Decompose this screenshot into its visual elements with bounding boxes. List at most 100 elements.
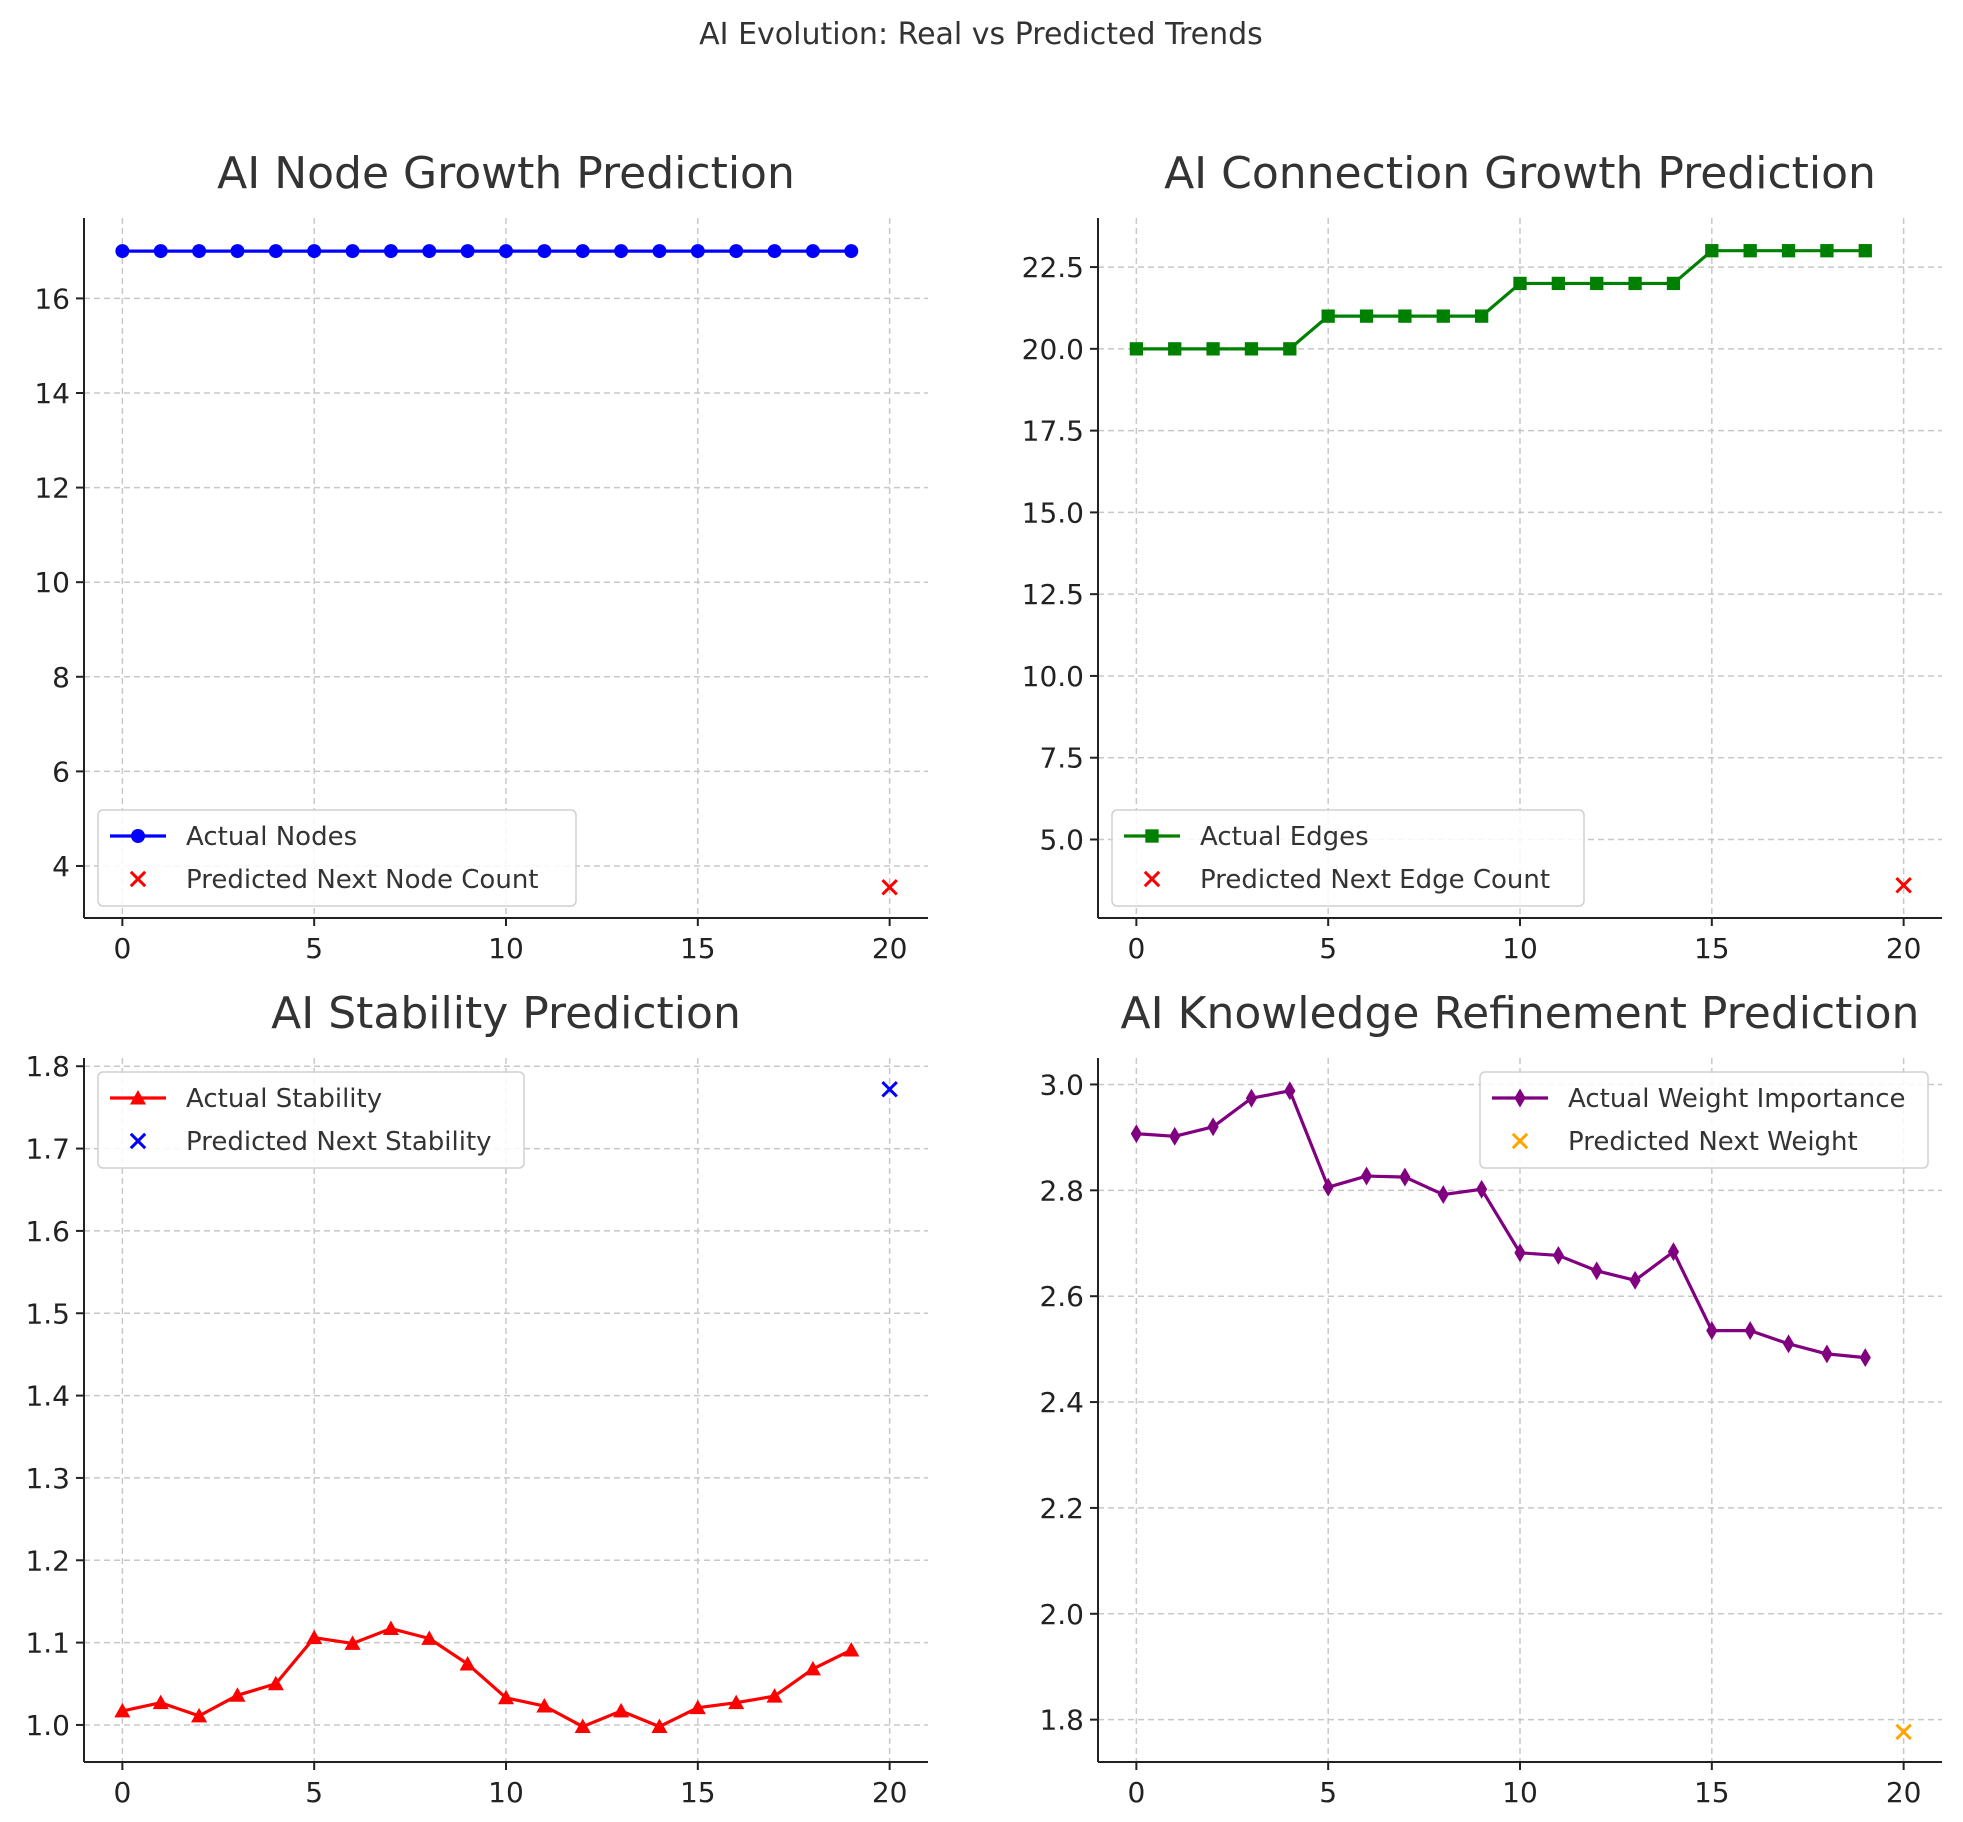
- data-point: [1283, 342, 1297, 356]
- x-tick-label: 5: [305, 1776, 323, 1809]
- series-scatter-1: [1895, 1723, 1912, 1741]
- x-tick-label: 0: [113, 932, 131, 965]
- data-point: [1706, 1321, 1718, 1341]
- marker-stroke: [129, 1132, 147, 1150]
- data-point: [1399, 1167, 1411, 1187]
- legend-label: Actual Edges: [1200, 822, 1369, 852]
- legend-marker: [129, 870, 147, 888]
- data-point: [1591, 1261, 1603, 1281]
- legend-label: Predicted Next Stability: [186, 1127, 492, 1157]
- series-line-0: [1129, 244, 1872, 356]
- legend-label: Actual Nodes: [186, 822, 357, 852]
- chart-title: AI Stability Prediction: [271, 988, 741, 1039]
- x-tick-label: 10: [1502, 1776, 1538, 1809]
- data-point: [1130, 1124, 1142, 1144]
- series-scatter-1: [881, 878, 898, 896]
- data-point: [499, 244, 513, 259]
- data-point: [690, 244, 705, 259]
- data-point: [689, 1699, 706, 1715]
- y-tick-label: 7.5: [1039, 742, 1084, 775]
- data-point: [1398, 309, 1412, 323]
- legend-box: [97, 1071, 525, 1169]
- data-point: [1781, 244, 1796, 258]
- chart-node-growth: AI Node Growth Prediction 0 5 10 15 20 4 6 8 10 12…: [34, 148, 928, 965]
- y-tick-label: 22.5: [1022, 251, 1084, 284]
- data-point: [1437, 1185, 1449, 1205]
- x-tick-label: 20: [872, 932, 908, 965]
- data-point: [1207, 1117, 1219, 1137]
- data-point: [1782, 1334, 1795, 1354]
- legend-label: Actual Weight Importance: [1568, 1084, 1906, 1114]
- legend-marker: [131, 829, 145, 843]
- y-tick-label: 8: [52, 661, 70, 694]
- y-tick-label: 20.0: [1022, 333, 1084, 366]
- x-tick-label: 0: [1127, 932, 1145, 965]
- data-point: [1476, 1179, 1488, 1199]
- data-point: [1895, 877, 1912, 894]
- data-point: [1744, 1321, 1756, 1341]
- y-tick-label: 1.8: [25, 1050, 70, 1083]
- legend: Actual Stability Predicted Next Stability: [97, 1071, 525, 1169]
- data-point: [422, 244, 437, 259]
- figure-title: AI Evolution: Real vs Predicted Trends: [699, 17, 1263, 52]
- data-point: [229, 1687, 246, 1702]
- y-tick-label: 1.0: [25, 1709, 70, 1742]
- x-tick-label: 10: [1502, 932, 1538, 965]
- y-tick-label: 10: [34, 566, 70, 599]
- data-point: [1743, 244, 1757, 258]
- x-tick-label: 15: [1694, 932, 1730, 965]
- data-point: [728, 1694, 745, 1710]
- y-tick-label: 3.0: [1039, 1068, 1084, 1101]
- legend-box: [1111, 809, 1585, 907]
- data-point: [1820, 244, 1834, 258]
- y-tick-label: 2.6: [1039, 1280, 1084, 1313]
- y-tick-label: 1.7: [25, 1133, 70, 1166]
- legend-box: [1479, 1071, 1929, 1169]
- series-line: [1136, 1089, 1866, 1360]
- data-point: [1514, 1243, 1526, 1263]
- x-tick-label: 5: [1319, 932, 1337, 965]
- data-point: [497, 1689, 515, 1705]
- data-point: [460, 244, 475, 259]
- data-point: [344, 1635, 361, 1650]
- data-point: [345, 244, 360, 259]
- legend-label: Predicted Next Edge Count: [1200, 865, 1550, 895]
- data-point: [1895, 1723, 1912, 1741]
- data-point: [1859, 1348, 1871, 1368]
- chart-title: AI Node Growth Prediction: [217, 148, 795, 199]
- y-tick-label: 2.2: [1039, 1492, 1084, 1525]
- data-point: [307, 244, 322, 259]
- series-line-0: [1130, 1081, 1871, 1368]
- x-tick-label: 10: [488, 932, 524, 965]
- series-line-0: [114, 1620, 860, 1734]
- data-point: [1858, 244, 1872, 258]
- y-tick-label: 1.4: [25, 1380, 70, 1413]
- y-tick-label: 15.0: [1022, 496, 1084, 529]
- series-line: [1136, 249, 1866, 351]
- data-point: [652, 244, 667, 259]
- x-tick-label: 15: [1694, 1776, 1730, 1809]
- legend-marker: [1514, 1088, 1526, 1108]
- series-line-0: [115, 244, 859, 259]
- y-tick-label: 12.5: [1022, 578, 1084, 611]
- legend-marker: [129, 1132, 147, 1150]
- chart-stability: AI Stability Prediction 0 5 10 15 20 1.0 1.1 1.2…: [25, 988, 928, 1809]
- data-point: [1168, 342, 1182, 356]
- data-point: [191, 1707, 208, 1723]
- data-point: [614, 244, 629, 259]
- y-tick-label: 2.4: [1039, 1386, 1084, 1419]
- data-point: [230, 244, 245, 259]
- marker-stroke: [1511, 1132, 1529, 1150]
- data-point: [843, 1641, 860, 1657]
- y-tick-label: 1.5: [25, 1297, 70, 1330]
- data-point: [1474, 309, 1489, 323]
- x-tick-label: 0: [1127, 1776, 1145, 1809]
- data-point: [268, 244, 283, 259]
- x-tick-label: 20: [1886, 1776, 1922, 1809]
- x-tick-label: 20: [872, 1776, 908, 1809]
- data-point: [192, 244, 207, 259]
- data-point: [1666, 276, 1681, 291]
- legend-marker: [129, 1089, 147, 1105]
- data-point: [1206, 342, 1220, 356]
